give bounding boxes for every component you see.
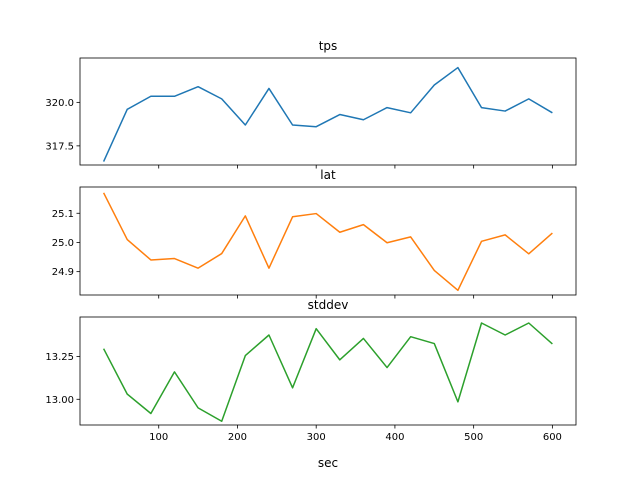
lat-series-line <box>104 193 553 290</box>
tps-axes-frame <box>80 58 576 165</box>
stddev-y-tick-label: 13.25 <box>45 352 74 363</box>
tps-panel: 317.5 320.0 tps <box>45 39 576 169</box>
lat-y-tick-label: 25.1 <box>52 209 74 220</box>
stddev-panel: 13.00 13.25 100 200 300 400 500 600 stddev <box>45 298 576 443</box>
stddev-y-tick-label: 13.00 <box>45 395 74 406</box>
x-tick-label: 200 <box>228 432 247 443</box>
x-tick-label: 100 <box>149 432 168 443</box>
tps-title: tps <box>319 39 338 53</box>
x-tick-label: 600 <box>543 432 562 443</box>
x-axis-label: sec <box>318 456 338 470</box>
tps-y-tick-label: 320.0 <box>45 98 74 109</box>
stddev-series-line <box>104 323 553 421</box>
lat-axes-frame <box>80 187 576 295</box>
lat-title: lat <box>320 168 336 182</box>
tps-y-tick-label: 317.5 <box>45 141 74 152</box>
tps-series-line <box>104 68 553 162</box>
x-tick-label: 500 <box>464 432 483 443</box>
x-tick-label: 300 <box>307 432 326 443</box>
lat-y-tick-label: 24.9 <box>52 267 74 278</box>
subplots: 317.5 320.0 tps 24.9 25.0 25.1 lat 13.00 13.25 10… <box>45 39 576 443</box>
stddev-title: stddev <box>308 298 349 312</box>
x-tick-label: 400 <box>385 432 404 443</box>
lat-y-tick-label: 25.0 <box>52 238 74 249</box>
lat-panel: 24.9 25.0 25.1 lat <box>52 168 576 299</box>
